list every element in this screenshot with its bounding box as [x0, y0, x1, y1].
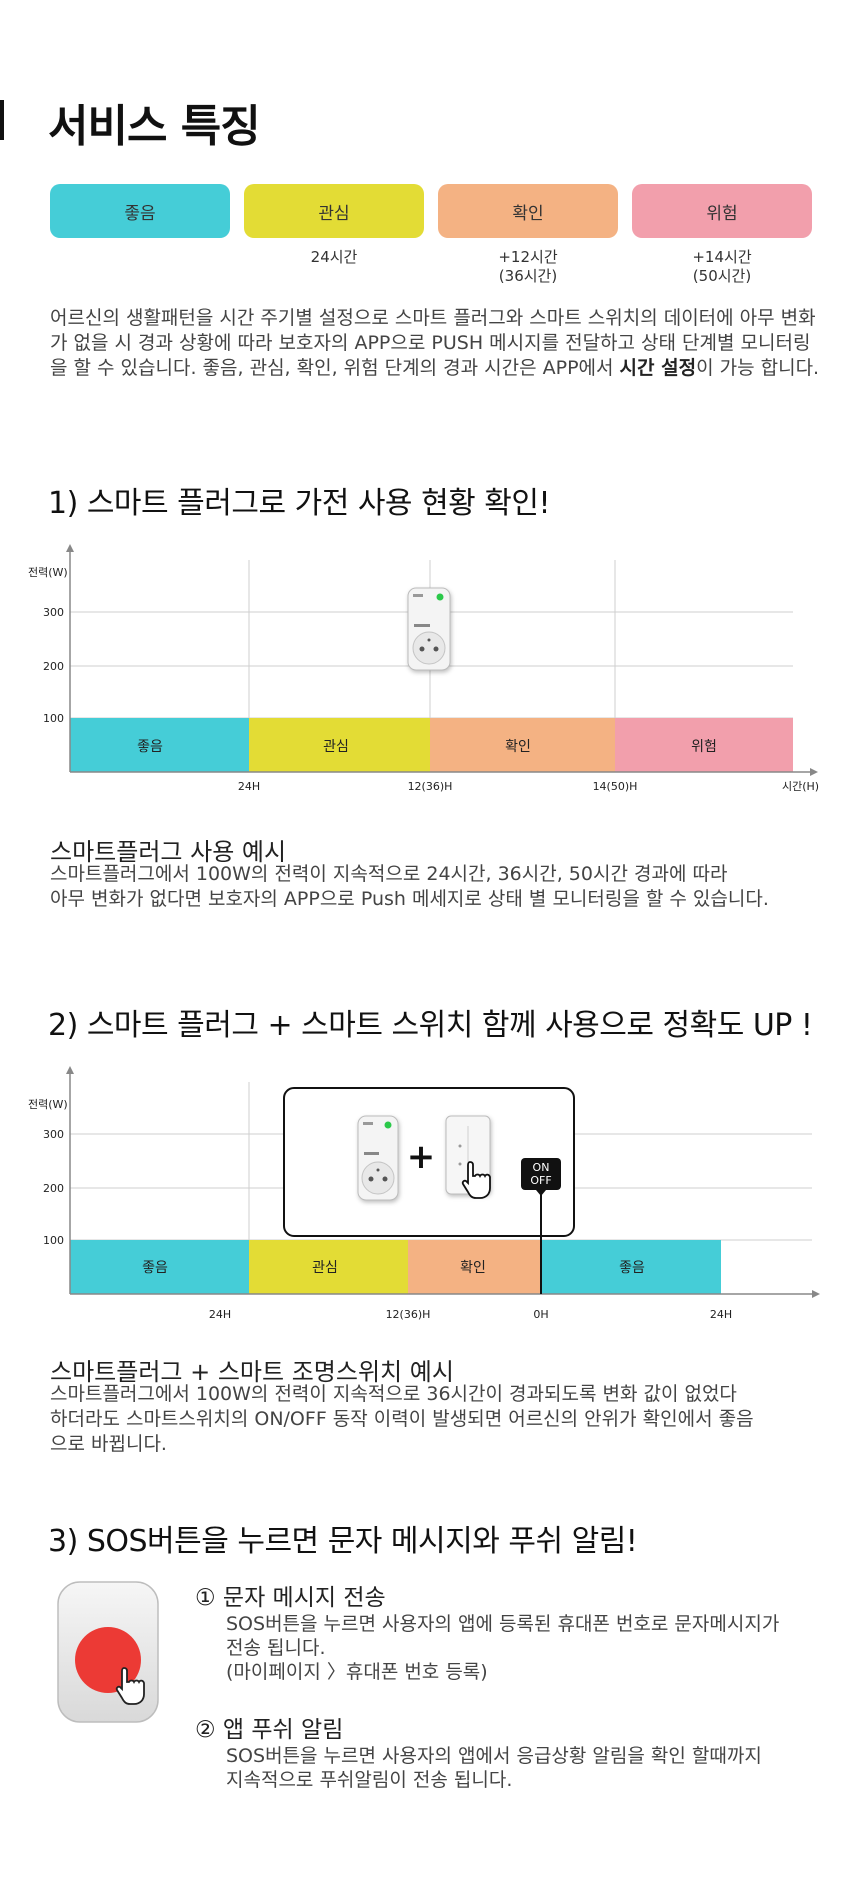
chart2-ylabel: 전력(W) — [28, 1098, 68, 1111]
chart1-xtick-36h: 12(36)H — [408, 780, 453, 793]
chart1-bar-danger — [615, 718, 793, 772]
chart-2: 좋음 관심 확인 좋음 전력(W) 300 200 100 24H 12(36)… — [28, 1066, 820, 1320]
off-label: OFF — [530, 1174, 551, 1187]
chart1-bar-interest-label: 관심 — [323, 739, 349, 755]
chart2-xtick-24h-b: 24H — [710, 1308, 732, 1320]
chart2-ytick-300: 300 — [43, 1128, 64, 1141]
chart2-bar-interest-label: 관심 — [312, 1260, 338, 1276]
chart1-bar-danger-label: 위험 — [691, 739, 717, 755]
hand-pointer-icon — [461, 1161, 491, 1199]
onoff-badge-pointer-icon — [536, 1190, 546, 1196]
chart1-bar-good-label: 좋음 — [137, 739, 163, 755]
intro-paragraph: 어르신의 생활패턴을 시간 주기별 설정으로 스마트 플러그와 스마트 스위치의… — [50, 306, 820, 381]
chart2-xtick-36h: 12(36)H — [386, 1308, 431, 1320]
intro-text: 어르신의 생활패턴을 시간 주기별 설정으로 스마트 플러그와 스마트 스위치의… — [50, 307, 816, 379]
section1-example-desc: 스마트플러그에서 100W의 전력이 지속적으로 24시간, 36시간, 50시… — [50, 863, 769, 910]
stage-good-badge: 좋음 — [50, 184, 230, 238]
chart1-y-arrow-icon — [66, 544, 74, 552]
chart2-bar-interest — [249, 1240, 408, 1294]
chart2-bar-good-label: 좋음 — [142, 1260, 168, 1276]
intro-bold: 시간 설정 — [619, 357, 697, 379]
stage-check-time: +12시간 (36시간) — [498, 248, 558, 285]
smart-plug-icon — [357, 1115, 399, 1201]
onoff-badge — [521, 1158, 561, 1190]
stage-interest-badge: 관심 — [244, 184, 424, 238]
title-accent-bar — [0, 100, 4, 140]
device-callout-box — [283, 1087, 575, 1237]
sos-item-title-sms: ① 문자 메시지 전송 — [195, 1585, 386, 1611]
chart-1: 좋음 관심 확인 위험 전력(W) 300 200 100 24H 12(36)… — [28, 544, 819, 793]
chart1-bar-check — [430, 718, 615, 772]
chart1-ytick-200: 200 — [43, 660, 64, 673]
chart1-ytick-100: 100 — [43, 712, 64, 725]
section2-example-desc: 스마트플러그에서 100W의 전력이 지속적으로 36시간이 경과되도록 변화 … — [50, 1383, 754, 1455]
chart1-xtick-50h: 14(50)H — [593, 780, 638, 793]
chart1-bar-good — [70, 718, 249, 772]
intro-text-end: 이 가능 합니다. — [696, 357, 820, 379]
chart1-xlabel: 시간(H) — [782, 780, 819, 793]
chart2-xtick-24h: 24H — [209, 1308, 231, 1320]
plus-sign: + — [407, 1137, 436, 1177]
stage-danger-time: +14시간 (50시간) — [692, 248, 752, 285]
sos-item-desc-sms: SOS버튼을 누르면 사용자의 앱에 등록된 휴대폰 번호로 문자메시지가 전송… — [226, 1613, 780, 1683]
chart2-bar-good — [70, 1240, 249, 1294]
section2-heading: 2) 스마트 플러그 + 스마트 스위치 함께 사용으로 정확도 UP ! — [48, 1008, 813, 1043]
sos-item-title-push: ② 앱 푸쉬 알림 — [195, 1717, 344, 1743]
sos-item-desc-push: SOS버튼을 누르면 사용자의 앱에서 응급상황 알림을 확인 할때까지 지속적… — [226, 1745, 762, 1791]
chart2-bar-check-label: 확인 — [460, 1260, 486, 1276]
sos-hand-pointer-icon — [115, 1667, 145, 1705]
page-title: 서비스 특징 — [48, 101, 261, 152]
chart1-xtick-24h: 24H — [238, 780, 260, 793]
chart2-ytick-100: 100 — [43, 1234, 64, 1247]
stage-check-badge: 확인 — [438, 184, 618, 238]
chart2-y-arrow-icon — [66, 1066, 74, 1074]
sos-button-icon — [57, 1581, 159, 1723]
section3-heading: 3) SOS버튼을 누르면 문자 메시지와 푸쉬 알림! — [48, 1524, 638, 1559]
chart2-bar-good-reset-label: 좋음 — [619, 1260, 645, 1276]
stage-danger-badge: 위험 — [632, 184, 812, 238]
section1-example-title: 스마트플러그 사용 예시 — [50, 838, 287, 866]
chart2-bar-good-reset — [541, 1240, 721, 1294]
smart-plug-icon — [407, 587, 451, 671]
section1-heading: 1) 스마트 플러그로 가전 사용 현황 확인! — [48, 486, 551, 521]
chart2-x-arrow-icon — [812, 1290, 820, 1298]
chart1-ylabel: 전력(W) — [28, 566, 68, 579]
chart1-x-arrow-icon — [810, 768, 818, 776]
chart1-bar-interest — [249, 718, 430, 772]
on-label: ON — [533, 1161, 550, 1174]
chart1-ytick-300: 300 — [43, 606, 64, 619]
chart2-xtick-0h: 0H — [533, 1308, 548, 1320]
section2-example-title: 스마트플러그 + 스마트 조명스위치 예시 — [50, 1358, 454, 1386]
stage-interest-time: 24시간 — [310, 248, 358, 266]
chart2-ytick-200: 200 — [43, 1182, 64, 1195]
chart1-bar-check-label: 확인 — [505, 739, 531, 755]
chart2-bar-check — [408, 1240, 541, 1294]
